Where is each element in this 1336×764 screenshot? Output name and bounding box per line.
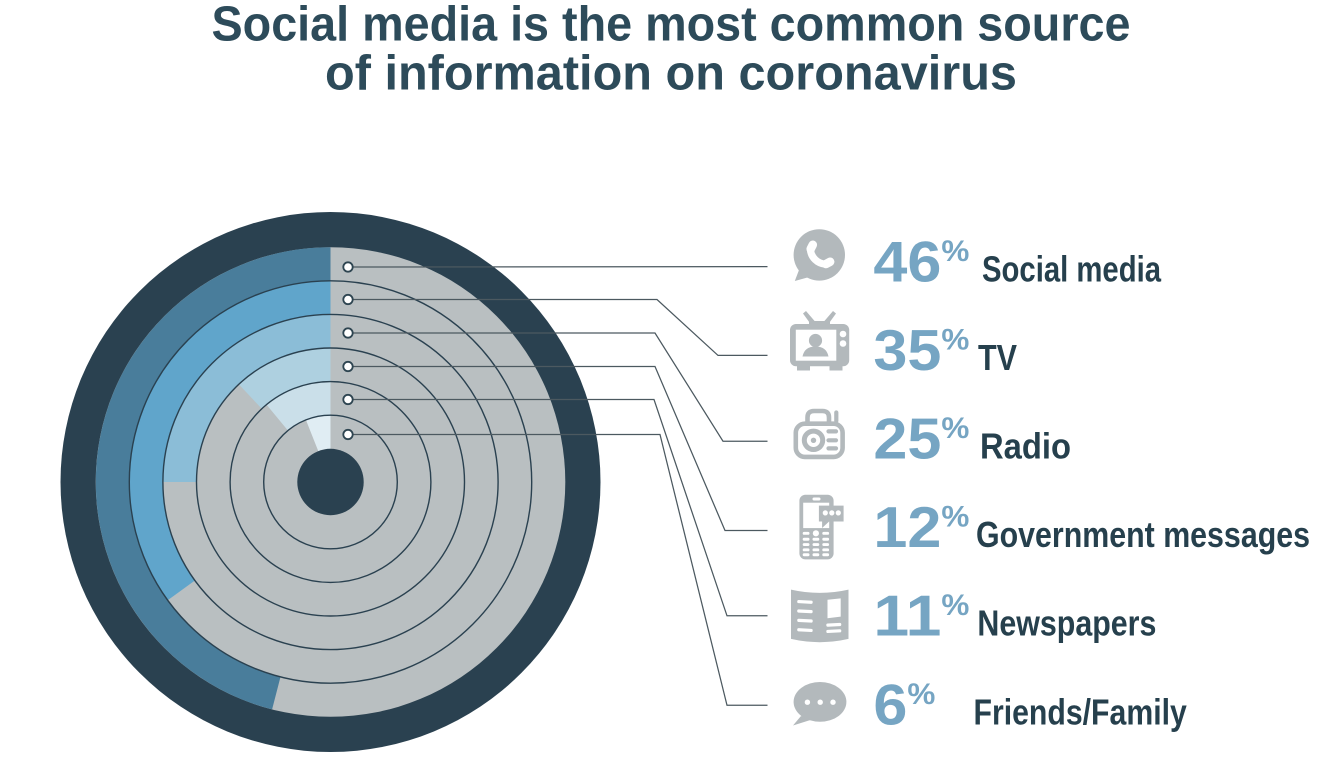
svg-text:Social media: Social media: [982, 249, 1162, 290]
svg-text:Friends/Family: Friends/Family: [974, 692, 1187, 733]
svg-text:TV: TV: [978, 337, 1017, 378]
svg-text:46%: 46%: [873, 231, 969, 295]
svg-text:Government messages: Government messages: [976, 514, 1310, 555]
svg-text:Social media is the most commo: Social media is the most common source: [212, 0, 1131, 51]
svg-text:12%: 12%: [873, 496, 969, 560]
svg-text:11%: 11%: [873, 585, 969, 649]
svg-text:of information on coronavirus: of information on coronavirus: [325, 46, 1017, 101]
svg-text:35%: 35%: [873, 319, 969, 383]
svg-text:6%: 6%: [873, 674, 935, 738]
svg-text:Radio: Radio: [980, 426, 1071, 467]
svg-text:Newspapers: Newspapers: [977, 603, 1156, 644]
svg-text:25%: 25%: [873, 408, 969, 472]
